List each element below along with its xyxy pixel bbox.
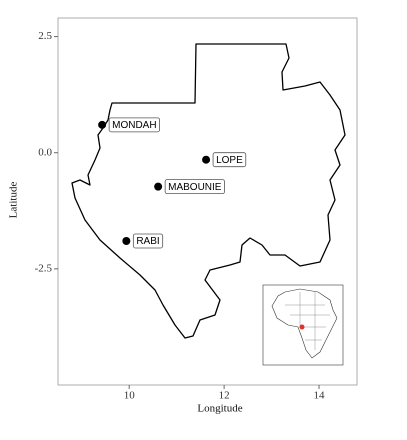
x-tick-label: 10 — [124, 390, 136, 402]
plot-frame — [57, 17, 358, 386]
site-label: RABI — [136, 236, 159, 247]
y-tick-label: -2.5 — [35, 262, 53, 274]
site-point — [122, 236, 131, 245]
label-box — [108, 117, 160, 133]
label-box — [164, 179, 225, 195]
y-tick-label: 0.0 — [38, 146, 52, 158]
site-point — [98, 120, 107, 129]
inset-borders — [285, 292, 330, 350]
gabon-outline — [71, 43, 346, 339]
gabon-marker — [299, 324, 305, 330]
x-tick-label: 14 — [314, 390, 326, 402]
inset-map — [262, 284, 344, 366]
site-point — [202, 155, 211, 164]
site-label: LOPE — [216, 155, 243, 166]
site-point — [154, 182, 163, 191]
x-axis-title: Longitude — [197, 403, 242, 415]
y-tick-label: 2.5 — [38, 30, 52, 42]
site-label: MABOUNIE — [168, 182, 222, 193]
x-tick-label: 12 — [219, 390, 230, 402]
africa-outline — [271, 288, 338, 359]
label-box — [132, 233, 164, 249]
site-label: MONDAH — [112, 120, 156, 131]
y-axis-title: Latitude — [8, 182, 20, 219]
label-box — [212, 152, 247, 168]
